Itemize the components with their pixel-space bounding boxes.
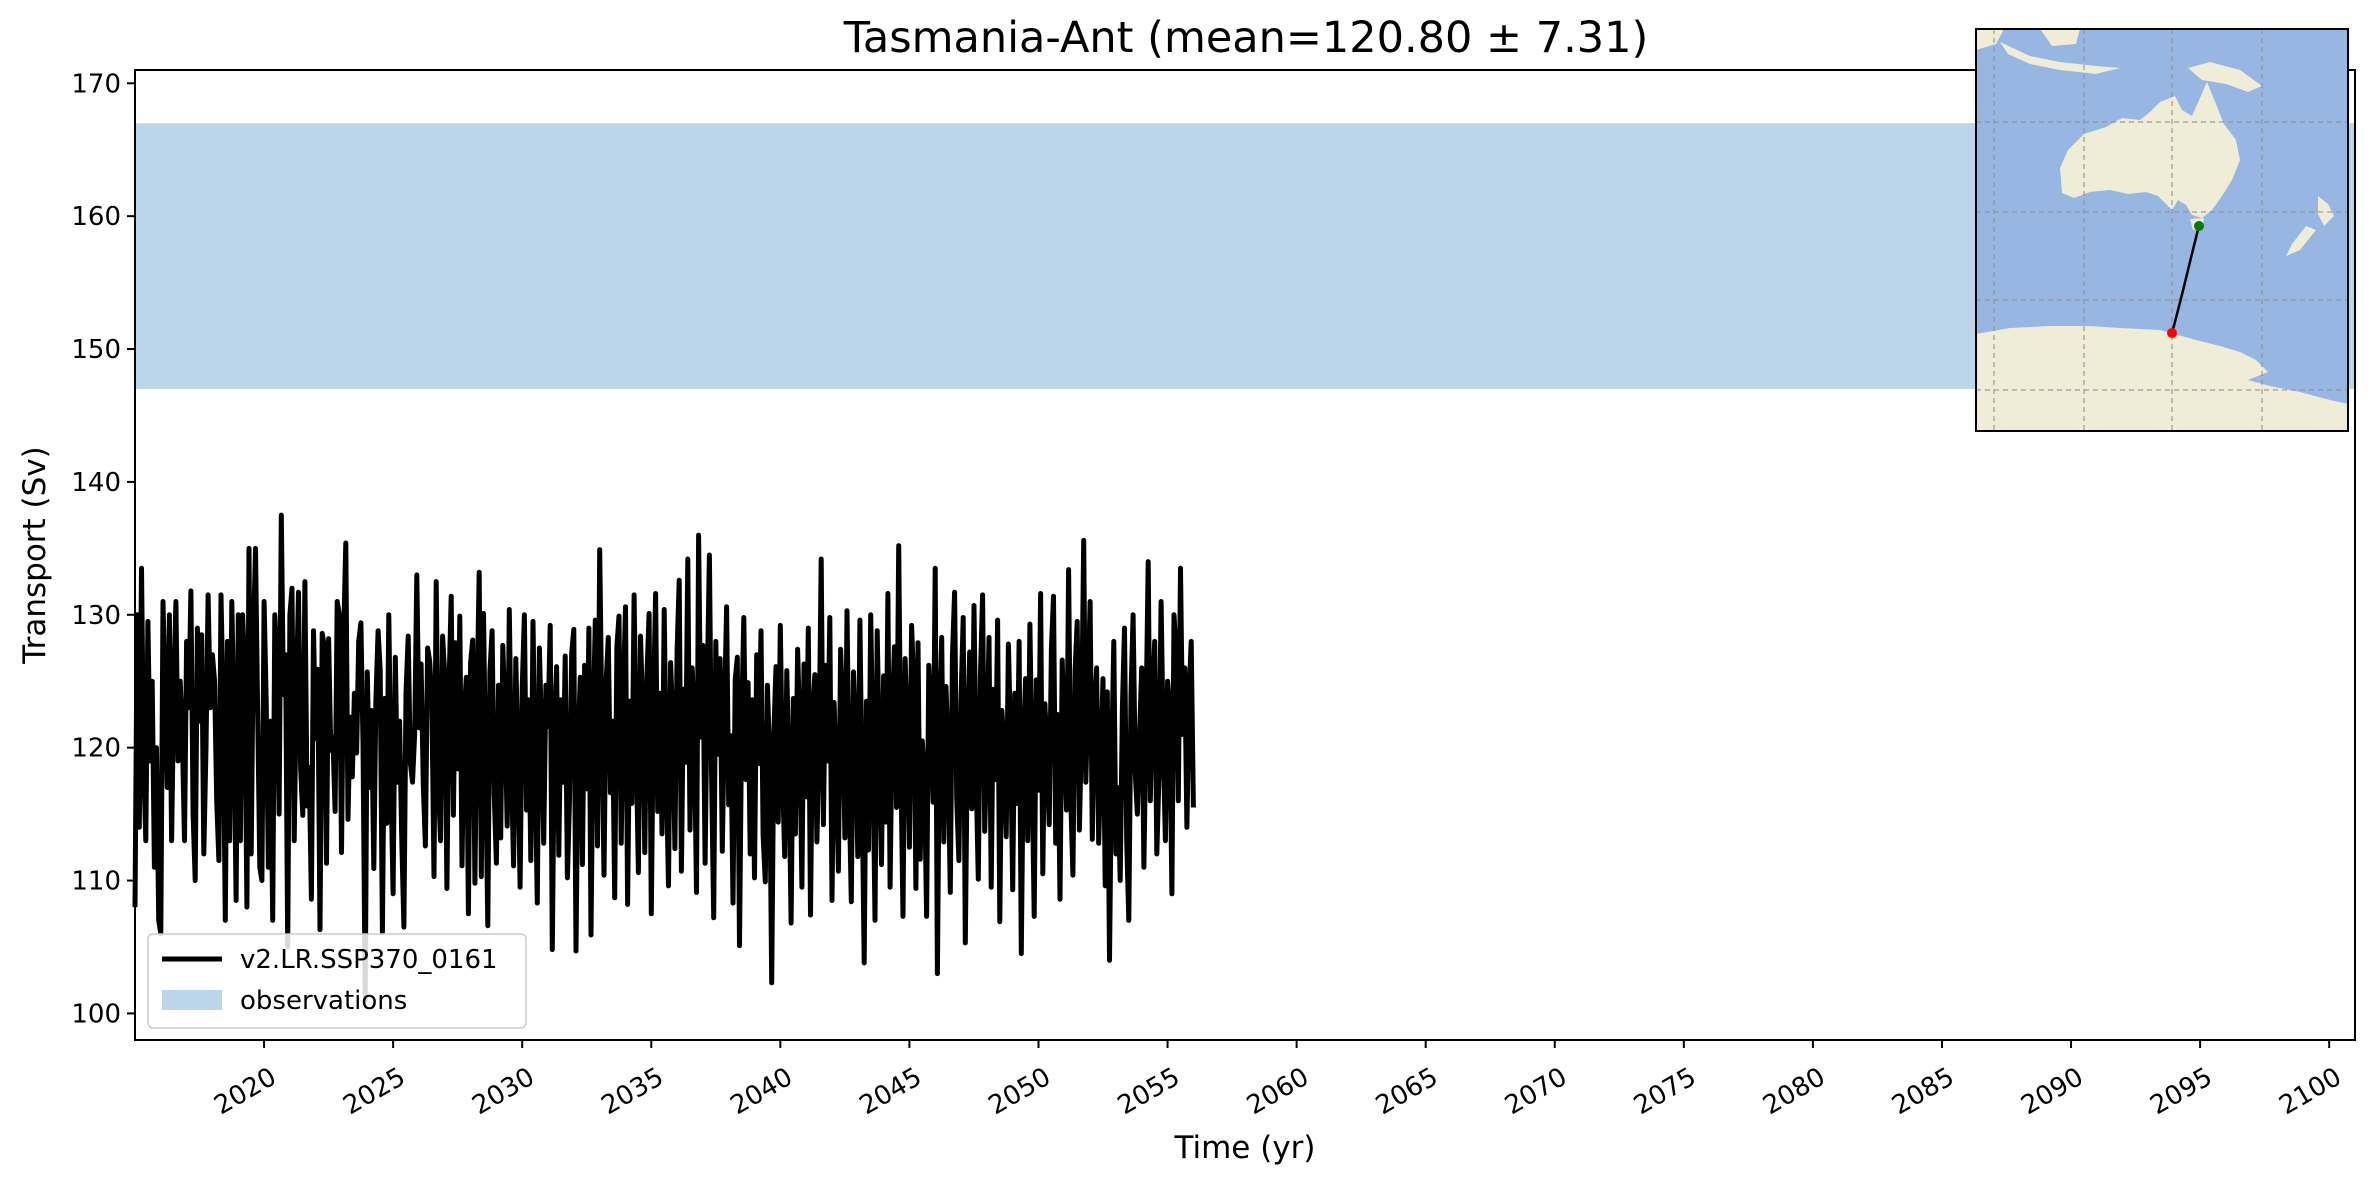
- series-line-layer: [132, 512, 1196, 1003]
- map-land-antarctica: [1976, 326, 2348, 431]
- chart-title: Tasmania-Ant (mean=120.80 ± 7.31): [843, 13, 1649, 63]
- y-tick-label: 120: [71, 734, 121, 764]
- map-section-line: [2170, 225, 2201, 334]
- legend: v2.LR.SSP370_0161 observations: [147, 933, 527, 1029]
- map-frame: [1975, 28, 2349, 432]
- y-tick-label: 140: [71, 468, 121, 498]
- y-tick-label: 170: [71, 69, 121, 99]
- map-land-asia: [1976, 29, 2004, 50]
- map-section-start-marker: [2194, 221, 2204, 231]
- y-tick-label: 110: [71, 867, 121, 897]
- y-axis-ticks: 100 110 120 130 140 150 160 170: [71, 69, 135, 1029]
- series-line-0: [132, 512, 1196, 1003]
- map-land-new-guinea: [2188, 62, 2262, 92]
- map-land-borneo: [2040, 29, 2080, 46]
- x-axis-label: Time (yr): [1174, 1130, 1316, 1166]
- y-tick-label: 150: [71, 335, 121, 365]
- map-land-indonesia: [2000, 42, 2120, 74]
- legend-box: [147, 933, 527, 1029]
- y-tick-label: 100: [71, 999, 121, 1029]
- plot-frame: [134, 69, 2356, 1041]
- map-section-end-marker: [2167, 328, 2177, 338]
- map-gridlines: [1976, 29, 2348, 431]
- legend-obs-swatch: [162, 990, 222, 1010]
- y-tick-label: 130: [71, 601, 121, 631]
- legend-label-series: v2.LR.SSP370_0161: [240, 945, 498, 975]
- map-land-new-zealand: [2286, 196, 2334, 256]
- y-tick-label: 160: [71, 202, 121, 232]
- y-axis-label: Transport (Sv): [17, 446, 53, 665]
- inset-map: [1975, 28, 2349, 432]
- legend-label-observations: observations: [240, 986, 407, 1016]
- map-land-australia: [2060, 82, 2240, 218]
